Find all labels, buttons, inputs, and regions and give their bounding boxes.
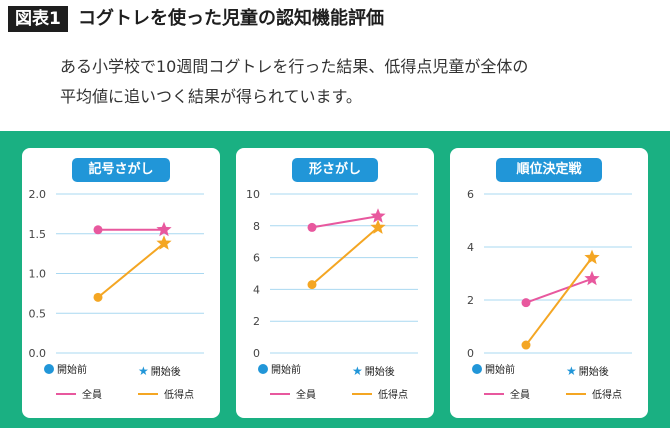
pink-line-icon bbox=[484, 393, 504, 395]
point-start-all bbox=[307, 222, 317, 232]
circle-marker-icon bbox=[44, 364, 54, 374]
point-end-all bbox=[156, 221, 172, 237]
y-tick-label: 2.0 bbox=[29, 188, 47, 201]
circle-marker-icon bbox=[472, 364, 482, 374]
chart-svg: 0 2 4 6 bbox=[467, 188, 632, 360]
legend-all: 全員 bbox=[270, 387, 316, 405]
circle-marker-icon bbox=[258, 364, 268, 374]
chart-card-ranking: 0 2 4 6 順位決定戦 開始前 ★ 開始後 全員 低得点 bbox=[450, 148, 648, 418]
y-tick-label: 2 bbox=[253, 315, 260, 328]
series-line-all bbox=[311, 215, 379, 229]
chart-svg: 0.0 0.5 1.0 1.5 2.0 bbox=[29, 188, 204, 360]
series-line-all bbox=[525, 277, 593, 304]
point-start-low bbox=[93, 292, 103, 302]
chart-card-shape-search: 0 2 4 6 8 10 形さがし 開始前 ★ 開始後 全員 低得点 bbox=[236, 148, 434, 418]
legend-low: 低得点 bbox=[138, 387, 194, 405]
figure-number-tag: 図表1 bbox=[8, 6, 68, 32]
series-line-low bbox=[97, 242, 165, 299]
point-start-low bbox=[521, 340, 531, 350]
point-end-all bbox=[584, 270, 600, 286]
chart-card-symbol-search: 0.0 0.5 1.0 1.5 2.0 記号さがし 開始前 ★ 開始後 全員 低得点 bbox=[22, 148, 220, 418]
figure-header: 図表1 コグトレを使った児童の認知機能評価 bbox=[0, 0, 670, 38]
description-line-1: ある小学校で10週間コグトレを行った結果、低得点児童が全体の bbox=[60, 57, 529, 76]
figure-description: ある小学校で10週間コグトレを行った結果、低得点児童が全体の 平均値に追いつく結… bbox=[60, 52, 640, 112]
legend-low: 低得点 bbox=[352, 387, 408, 405]
legend-lines: 全員 低得点 bbox=[450, 387, 648, 405]
y-tick-label: 0 bbox=[467, 347, 474, 360]
legend-markers: 開始前 ★ 開始後 bbox=[236, 362, 434, 380]
point-end-low bbox=[156, 235, 172, 250]
legend-all: 全員 bbox=[56, 387, 102, 405]
legend-all: 全員 bbox=[484, 387, 530, 405]
series-line-low bbox=[525, 256, 593, 346]
orange-line-icon bbox=[138, 393, 158, 395]
legend-start: 開始前 bbox=[44, 362, 87, 380]
legend-start: 開始前 bbox=[472, 362, 515, 380]
star-marker-icon: ★ bbox=[566, 364, 577, 378]
y-tick-label: 0.5 bbox=[29, 307, 47, 320]
pink-line-icon bbox=[56, 393, 76, 395]
figure-title: コグトレを使った児童の認知機能評価 bbox=[78, 8, 384, 29]
y-tick-label: 4 bbox=[253, 283, 260, 296]
chart-title: 形さがし bbox=[292, 158, 378, 182]
legend-markers: 開始前 ★ 開始後 bbox=[450, 362, 648, 380]
y-tick-label: 6 bbox=[467, 188, 474, 201]
y-tick-label: 0 bbox=[253, 347, 260, 360]
point-end-low bbox=[584, 249, 600, 265]
legend-lines: 全員 低得点 bbox=[236, 387, 434, 405]
legend-end: ★ 開始後 bbox=[566, 364, 609, 378]
chart-title: 順位決定戦 bbox=[496, 158, 602, 182]
y-tick-label: 1.0 bbox=[29, 268, 47, 281]
legend-low: 低得点 bbox=[566, 387, 622, 405]
orange-line-icon bbox=[566, 393, 586, 395]
chart-title: 記号さがし bbox=[72, 158, 170, 182]
point-start-low bbox=[307, 280, 317, 290]
point-end-all bbox=[370, 208, 386, 223]
star-marker-icon: ★ bbox=[352, 364, 363, 378]
y-tick-label: 1.5 bbox=[29, 228, 47, 241]
point-start-all bbox=[521, 298, 531, 308]
description-line-2: 平均値に追いつく結果が得られています。 bbox=[60, 87, 362, 106]
legend-lines: 全員 低得点 bbox=[22, 387, 220, 405]
y-tick-label: 10 bbox=[246, 188, 260, 201]
pink-line-icon bbox=[270, 393, 290, 395]
star-marker-icon: ★ bbox=[138, 364, 149, 378]
orange-line-icon bbox=[352, 393, 372, 395]
series-line-low bbox=[311, 226, 379, 286]
y-tick-label: 0.0 bbox=[29, 347, 47, 360]
legend-end: ★ 開始後 bbox=[138, 364, 181, 378]
point-end-low bbox=[370, 219, 386, 234]
legend-start: 開始前 bbox=[258, 362, 301, 380]
point-start-all bbox=[93, 225, 103, 235]
y-tick-label: 8 bbox=[253, 220, 260, 233]
y-tick-label: 2 bbox=[467, 294, 474, 307]
legend-end: ★ 開始後 bbox=[352, 364, 395, 378]
y-tick-label: 4 bbox=[467, 241, 474, 254]
legend-markers: 開始前 ★ 開始後 bbox=[22, 362, 220, 380]
chart-svg: 0 2 4 6 8 10 bbox=[246, 188, 418, 360]
y-tick-label: 6 bbox=[253, 252, 260, 265]
